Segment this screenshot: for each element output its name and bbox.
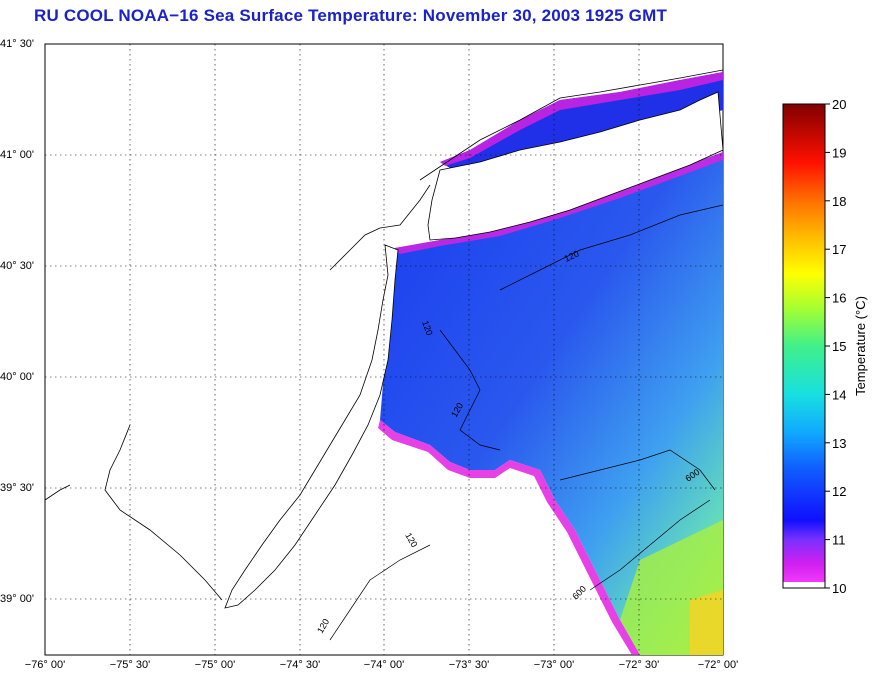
lat-tick-label: 40° 00' — [0, 371, 34, 383]
lat-tick-label: 39° 30' — [0, 482, 34, 494]
colorbar-tick-label: 17 — [832, 242, 846, 257]
colorbar: 10 11 12 13 14 15 16 17 18 19 20 Temperature (°C) — [782, 97, 868, 596]
colorbar-label: Temperature (°C) — [853, 296, 868, 396]
longitude-ticks: −76° 00' −75° 30' −75° 00' −74° 30' −74°… — [25, 659, 738, 671]
colorbar-tick-label: 11 — [832, 533, 846, 548]
lat-tick-label: 39° 00' — [0, 593, 34, 605]
lon-tick-label: −75° 00' — [195, 659, 235, 671]
latitude-ticks: 41° 30' 41° 00' 40° 30' 40° 00' 39° 30' … — [0, 38, 34, 605]
lon-tick-label: −73° 00' — [534, 659, 574, 671]
map-grid — [45, 44, 723, 655]
lon-tick-label: −76° 00' — [25, 659, 65, 671]
colorbar-tick-label: 19 — [832, 145, 846, 160]
lon-tick-label: −73° 30' — [449, 659, 489, 671]
colorbar-tick-label: 14 — [832, 387, 846, 402]
lat-tick-label: 41° 30' — [0, 38, 34, 50]
lon-tick-label: −72° 30' — [619, 659, 659, 671]
lon-tick-label: −72° 00' — [698, 659, 738, 671]
lon-tick-label: −75° 30' — [110, 659, 150, 671]
lat-tick-label: 40° 30' — [0, 260, 34, 272]
lat-tick-label: 41° 00' — [0, 149, 34, 161]
lon-tick-label: −74° 00' — [364, 659, 404, 671]
sst-data-layer — [45, 69, 723, 655]
colorbar-tick-label: 20 — [832, 97, 846, 112]
lon-tick-label: −74° 30' — [280, 659, 320, 671]
figure-title: RU COOL NOAA−16 Sea Surface Temperature:… — [34, 6, 668, 25]
colorbar-tick-label: 13 — [832, 436, 846, 451]
colorbar-tick-label: 16 — [832, 291, 846, 306]
contour-label: 120 — [420, 319, 435, 337]
colorbar-tick-label: 10 — [832, 581, 846, 596]
colorbar-gradient — [782, 103, 826, 589]
colorbar-tick-label: 15 — [832, 339, 846, 354]
colorbar-tick-label: 12 — [832, 484, 846, 499]
colorbar-tick-label: 18 — [832, 194, 846, 209]
